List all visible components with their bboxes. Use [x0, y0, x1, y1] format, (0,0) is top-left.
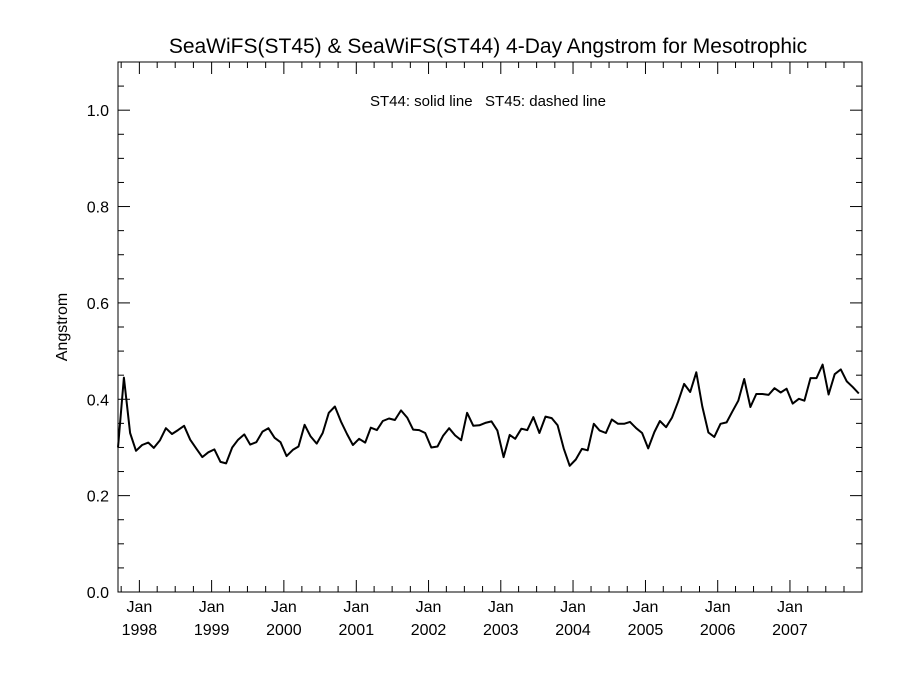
x-tick-label-month: Jan	[560, 599, 586, 616]
plot-area-frame	[117, 61, 863, 593]
x-axis: Jan 1998 Jan 1999 Jan 2000 Jan 2001 Jan 2002 Jan 20…	[120, 62, 845, 639]
x-tick-label-year: 2005	[628, 622, 664, 639]
series-group	[117, 363, 860, 467]
y-tick-label: 0.4	[87, 392, 109, 409]
x-tick-label-month: Jan	[126, 599, 152, 616]
y-tick-label: 0.8	[87, 200, 109, 217]
x-tick-label-month: Jan	[777, 599, 803, 616]
x-tick-label-year: 2002	[411, 622, 447, 639]
x-tick-label-month: Jan	[271, 599, 297, 616]
x-tick-label-month: Jan	[199, 599, 225, 616]
x-tick-label-month: Jan	[488, 599, 514, 616]
x-tick-label-month: Jan	[633, 599, 659, 616]
y-axis-label: Angstrom	[54, 293, 71, 361]
x-tick-label-year: 2003	[483, 622, 519, 639]
x-tick-label-year: 2000	[266, 622, 302, 639]
y-axis: 0.0 0.2 0.4 0.6 0.8 1.0	[87, 61, 862, 602]
y-tick-label: 0.6	[87, 296, 109, 313]
y-tick-label: 0.2	[87, 489, 109, 506]
x-tick-label-year: 2006	[700, 622, 736, 639]
y-tick-label: 1.0	[87, 103, 109, 120]
line-style-annotation: ST44: solid line ST45: dashed line	[370, 93, 606, 110]
x-tick-label-year: 1998	[122, 622, 158, 639]
x-tick-label-year: 2007	[772, 622, 808, 639]
x-tick-label-month: Jan	[416, 599, 442, 616]
series-line-solid	[117, 363, 860, 467]
x-tick-label-year: 2001	[339, 622, 375, 639]
y-tick-label: 0.0	[87, 585, 109, 602]
x-tick-label-month: Jan	[705, 599, 731, 616]
x-tick-label-year: 1999	[194, 622, 230, 639]
x-tick-label-month: Jan	[343, 599, 369, 616]
x-tick-label-year: 2004	[555, 622, 591, 639]
chart-title: SeaWiFS(ST45) & SeaWiFS(ST44) 4-Day Angs…	[169, 35, 807, 58]
